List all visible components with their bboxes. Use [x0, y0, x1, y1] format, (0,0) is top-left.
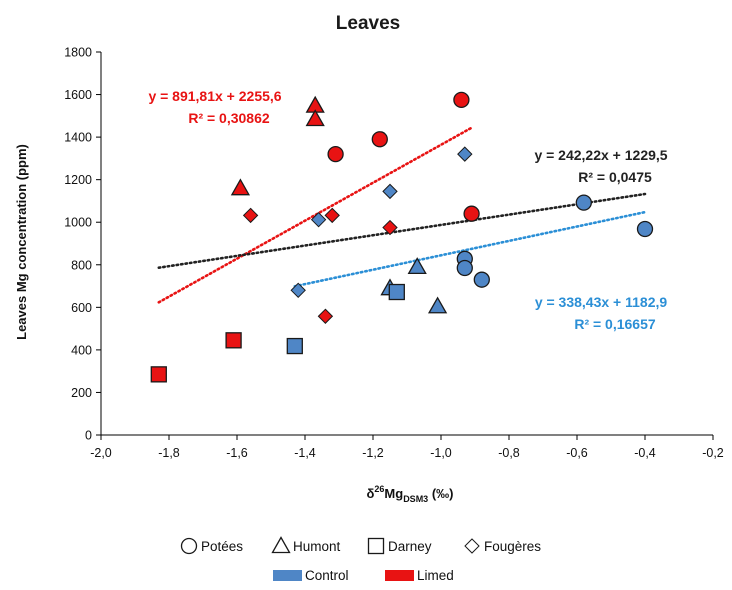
- data-point-limed-square: [150, 366, 167, 383]
- y-tick-label: 200: [71, 386, 92, 400]
- x-tick-label: -1,6: [226, 446, 248, 460]
- y-tick-label: 800: [71, 258, 92, 272]
- data-point-control-circle: [456, 259, 473, 277]
- data-point-control-triangle: [427, 296, 448, 314]
- y-tick-label: 1800: [64, 46, 92, 60]
- y-tick-label: 1000: [64, 216, 92, 230]
- y-tick-label: 1400: [64, 131, 92, 145]
- data-point-limed-diamond: [382, 219, 398, 236]
- y-tick-label: 1600: [64, 88, 92, 102]
- y-axis-label-group: Leaves Mg concentration (ppm): [14, 144, 29, 340]
- legend-label-control: Control: [305, 568, 349, 583]
- x-tick-label: -0,4: [634, 446, 656, 460]
- data-point-limed-diamond: [242, 207, 259, 224]
- data-point-control-circle: [636, 220, 654, 238]
- trend-r2-control: R² = 0,16657: [574, 316, 656, 332]
- legend: Potées Humont Darney Fougères Control Limed: [180, 536, 541, 583]
- trend-lines: [157, 126, 647, 304]
- data-point-control-circle: [575, 194, 592, 211]
- legend-label-circle: Potées: [201, 539, 243, 554]
- legend-circle-icon: [180, 537, 198, 555]
- legend-swatch-limed: [385, 570, 414, 581]
- data-point-limed-triangle: [230, 178, 251, 196]
- legend-swatch-control: [273, 570, 302, 581]
- data-point-control-diamond: [310, 211, 327, 228]
- chart-title: Leaves: [336, 13, 400, 34]
- data-point-control-triangle: [407, 257, 427, 275]
- y-tick-label: 600: [71, 301, 92, 315]
- data-point-limed-circle: [371, 131, 388, 148]
- legend-square-icon: [367, 537, 385, 555]
- x-tick-label: -0,8: [498, 446, 520, 460]
- x-tick-label: -2,0: [90, 446, 112, 460]
- trend-equation-all: y = 242,22x + 1229,5: [534, 147, 667, 163]
- data-point-limed-circle: [327, 145, 344, 163]
- data-point-limed-diamond: [324, 207, 340, 224]
- x-tick-label: -1,0: [430, 446, 452, 460]
- legend-label-square: Darney: [388, 539, 432, 554]
- data-point-limed-diamond: [317, 308, 334, 324]
- x-tick-label: -1,2: [362, 446, 384, 460]
- trend-r2-all: R² = 0,0475: [578, 169, 652, 185]
- x-axis-label-delta: δ: [367, 486, 375, 501]
- data-point-control-square: [286, 337, 303, 355]
- legend-label-triangle: Humont: [293, 539, 341, 554]
- x-axis-label-element: Mg: [384, 486, 403, 501]
- y-axis-label: Leaves Mg concentration (ppm): [14, 144, 29, 340]
- x-axis-label-superscript: 26: [374, 484, 384, 494]
- data-point-limed-square: [225, 332, 242, 349]
- x-tick-label: -1,4: [294, 446, 316, 460]
- trend-equations: y = 891,81x + 2255,6 R² = 0,30862 y = 242,…: [148, 88, 667, 332]
- x-axis-label: δ26MgDSM3 (‰): [367, 484, 454, 504]
- trend-line-all: [157, 192, 647, 270]
- legend-triangle-icon: [271, 536, 291, 554]
- data-points: [150, 91, 654, 383]
- data-point-control-circle: [473, 271, 490, 288]
- trend-line-limed: [157, 126, 473, 304]
- legend-label-diamond: Fougères: [484, 539, 541, 554]
- x-tick-label: -0,2: [702, 446, 724, 460]
- x-axis-label-subscript: DSM3: [403, 494, 428, 504]
- trend-equation-limed: y = 891,81x + 2255,6: [148, 88, 281, 104]
- y-tick-label: 400: [71, 343, 92, 357]
- data-point-control-diamond: [382, 183, 398, 200]
- x-tick-label: -1,8: [158, 446, 180, 460]
- legend-diamond-icon: [464, 538, 480, 554]
- legend-label-limed: Limed: [417, 568, 454, 583]
- data-point-control-diamond: [457, 146, 473, 162]
- trend-equation-control: y = 338,43x + 1182,9: [535, 294, 668, 310]
- y-tick-label: 0: [85, 429, 92, 443]
- x-axis-label-unit: (‰): [428, 486, 453, 501]
- x-tick-label: -0,6: [566, 446, 588, 460]
- data-point-control-square: [388, 283, 405, 301]
- data-point-control-diamond: [290, 282, 306, 299]
- y-tick-label: 1200: [64, 173, 92, 187]
- data-point-limed-circle: [463, 205, 480, 222]
- trend-line-control: [293, 210, 647, 288]
- data-point-limed-circle: [453, 91, 470, 109]
- data-point-limed-triangle: [305, 109, 325, 127]
- axes: -2,0 -1,8 -1,6 -1,4 -1,2 -1,0 -0,8 -0,6 -0,4 -0,2…: [64, 46, 724, 461]
- trend-r2-limed: R² = 0,30862: [188, 110, 270, 126]
